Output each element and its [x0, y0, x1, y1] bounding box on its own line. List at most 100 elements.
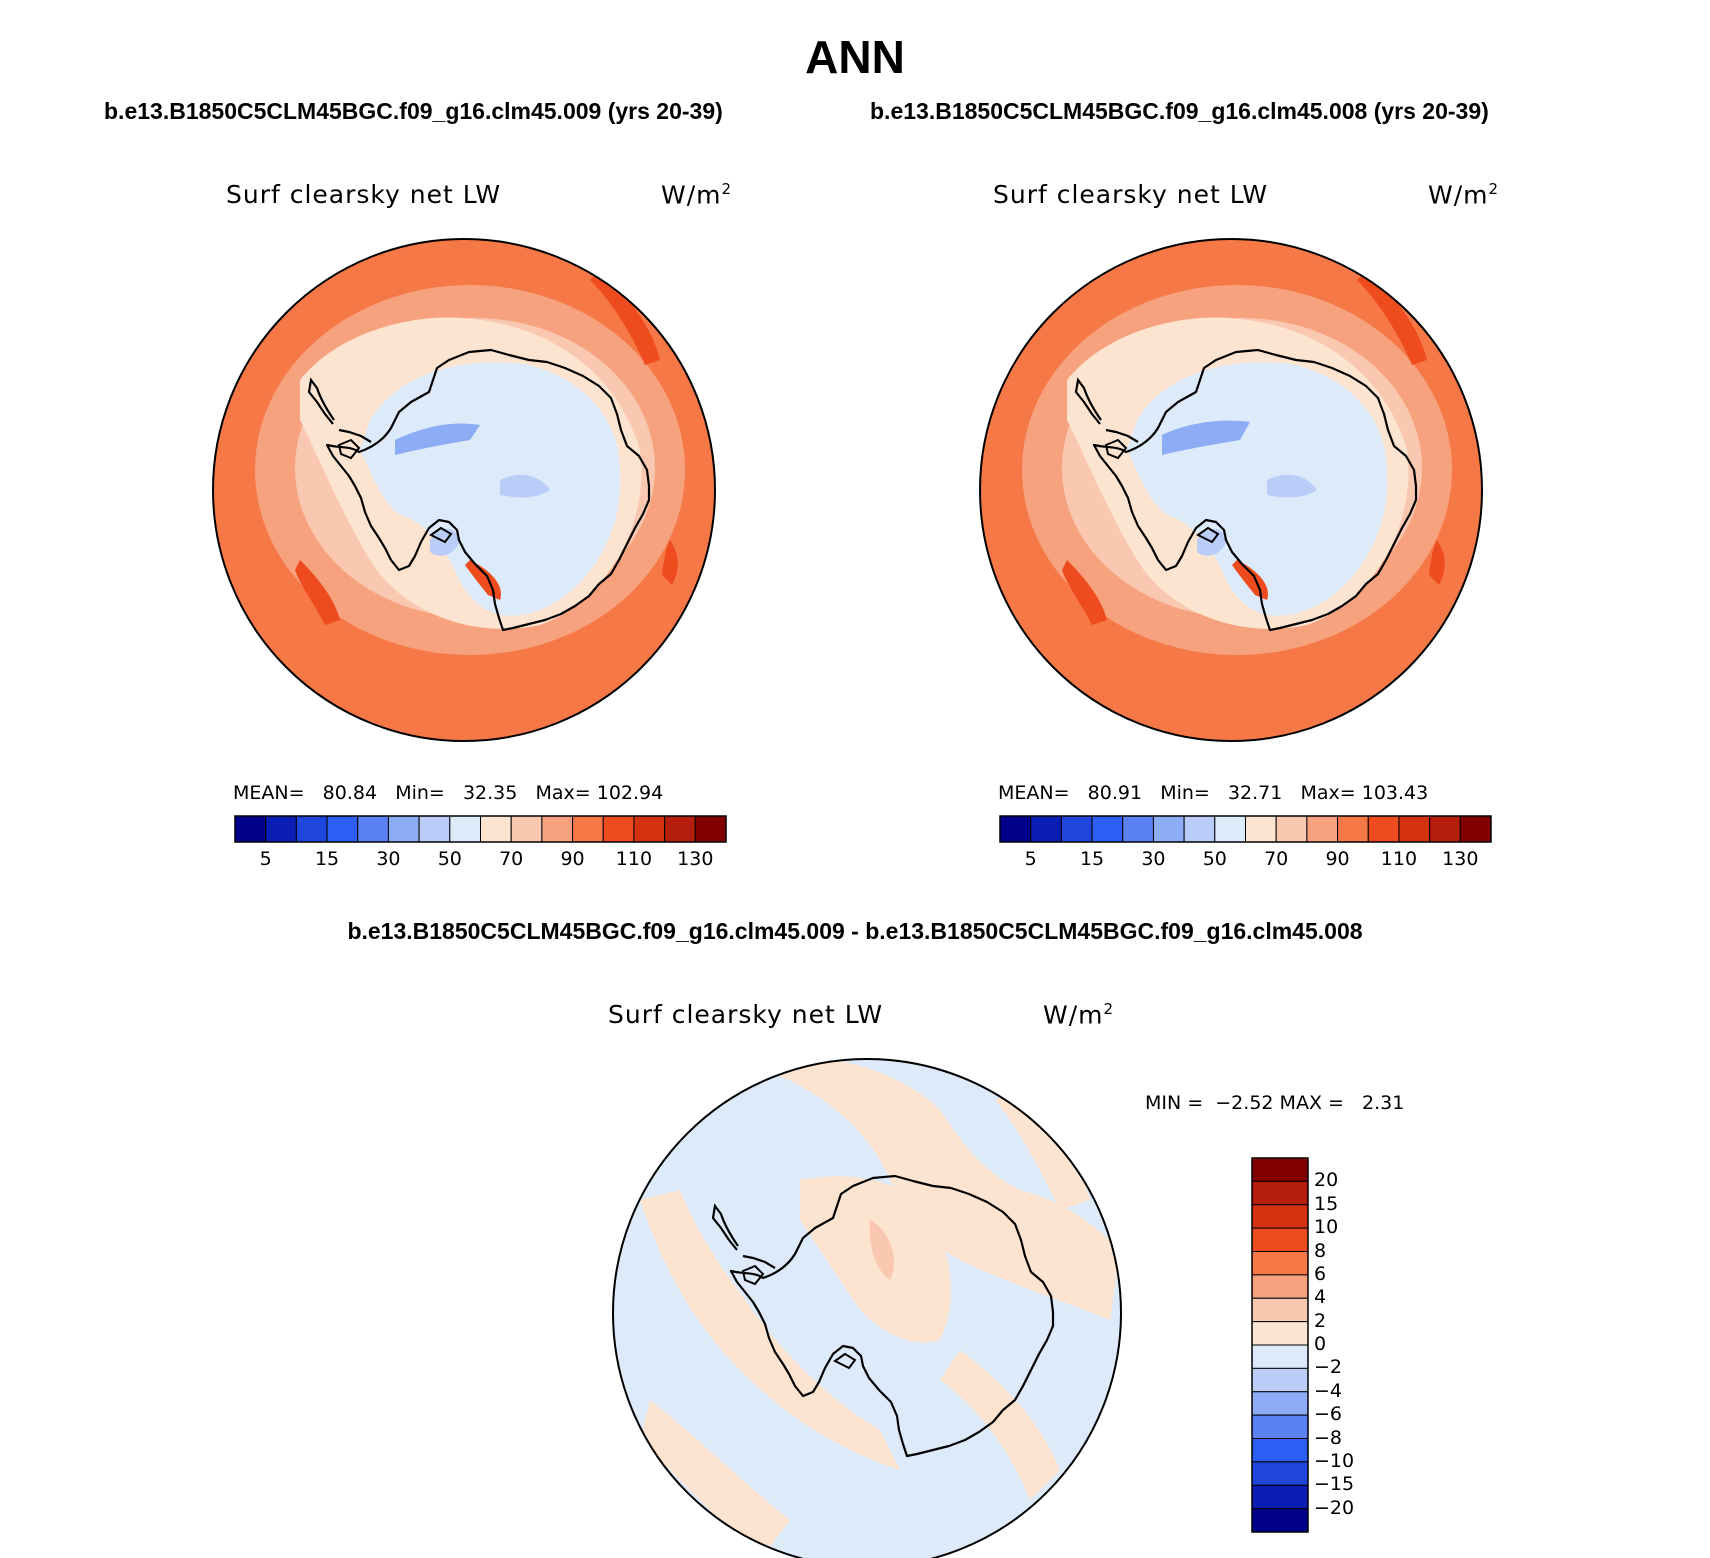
colorbar-swatch	[1251, 1508, 1309, 1533]
colorbar-b	[999, 815, 1492, 843]
colorbar-swatch	[1091, 815, 1124, 843]
colorbar-tick-label: 2	[1314, 1309, 1327, 1332]
colorbar-swatch	[1030, 815, 1062, 843]
case-a-title: b.e13.B1850C5CLM45BGC.f09_g16.clm45.009 …	[104, 98, 723, 124]
colorbar-swatch	[326, 815, 359, 843]
colorbar-swatch	[1122, 815, 1154, 843]
colorbar-swatch	[1398, 815, 1431, 843]
colorbar-swatch	[1251, 1461, 1309, 1486]
colorbar-tick-label: 5	[259, 848, 272, 870]
colorbar-swatch	[295, 815, 328, 843]
panel-b-units: W/m2	[1428, 180, 1500, 210]
colorbar-swatch	[694, 815, 727, 843]
colorbar-swatch	[1251, 1344, 1309, 1369]
colorbar-swatch	[480, 815, 512, 843]
colorbar-tick-label: −20	[1314, 1496, 1355, 1519]
colorbar-tick-label: 90	[1325, 848, 1350, 870]
colorbar-diff	[1251, 1157, 1309, 1533]
colorbar-tick-label: 15	[314, 848, 340, 870]
colorbar-swatch	[1367, 815, 1400, 843]
colorbar-tick-label: 15	[1079, 848, 1105, 870]
colorbar-tick-label: −4	[1314, 1379, 1343, 1402]
colorbar-tick-label: 10	[1314, 1216, 1339, 1239]
colorbar-swatch	[1251, 1321, 1309, 1346]
colorbar-swatch	[1429, 815, 1461, 843]
colorbar-tick-label: 5	[1024, 848, 1037, 870]
colorbar-swatch	[449, 815, 481, 843]
colorbar-swatch	[1214, 815, 1246, 843]
colorbar-tick-label: 130	[1442, 848, 1479, 870]
colorbar-tick-label: −10	[1314, 1449, 1355, 1472]
colorbar-tick-label: 30	[1141, 848, 1166, 870]
colorbar-swatch	[1251, 1180, 1309, 1206]
colorbar-swatch	[602, 815, 635, 843]
colorbar-tick-label: 70	[1264, 848, 1289, 870]
colorbar-tick-label: 50	[437, 848, 462, 870]
colorbar-tick-label: 50	[1202, 848, 1227, 870]
colorbar-tick-label: 70	[499, 848, 524, 870]
colorbar-swatch	[418, 815, 451, 843]
colorbar-tick-label: 15	[1314, 1192, 1339, 1215]
panel-a-map	[212, 238, 716, 742]
colorbar-a	[234, 815, 727, 843]
colorbar-frame	[234, 815, 727, 843]
colorbar-swatch	[572, 815, 604, 843]
colorbar-tick-label: 4	[1314, 1286, 1327, 1309]
colorbar-tick-label: 20	[1314, 1169, 1339, 1192]
colorbar-swatch	[1251, 1484, 1309, 1510]
colorbar-frame	[1251, 1157, 1309, 1533]
colorbar-swatch	[1251, 1297, 1309, 1323]
colorbar-swatch	[234, 815, 267, 843]
colorbar-swatch	[1183, 815, 1216, 843]
panel-a-variable: Surf clearsky net LW	[226, 180, 502, 209]
colorbar-tick-label: 130	[677, 848, 714, 870]
diff-title: b.e13.B1850C5CLM45BGC.f09_g16.clm45.009 …	[347, 918, 1363, 944]
colorbar-swatch	[1060, 815, 1093, 843]
colorbar-tick-label: 90	[560, 848, 585, 870]
colorbar-swatch	[1245, 815, 1277, 843]
colorbar-swatch	[1251, 1438, 1309, 1463]
panel-b-variable: Surf clearsky net LW	[993, 180, 1269, 209]
diff-map	[612, 1058, 1122, 1558]
colorbar-swatch	[1251, 1204, 1309, 1229]
colorbar-swatch	[999, 815, 1032, 843]
colorbar-tick-label: 110	[615, 848, 653, 870]
colorbar-swatch	[1251, 1251, 1309, 1276]
diff-variable: Surf clearsky net LW	[608, 1000, 884, 1029]
colorbar-swatch	[510, 815, 543, 843]
colorbar-tick-label: −15	[1314, 1473, 1355, 1496]
colorbar-swatch	[1251, 1274, 1309, 1299]
main-title: ANN	[805, 31, 905, 83]
colorbar-swatch	[1251, 1227, 1309, 1252]
colorbar-frame	[999, 815, 1492, 843]
case-b-title: b.e13.B1850C5CLM45BGC.f09_g16.clm45.008 …	[870, 98, 1489, 124]
colorbar-swatch	[541, 815, 574, 843]
panel-b-stats: MEAN= 80.91 Min= 32.71 Max= 103.43	[998, 782, 1429, 804]
colorbar-swatch	[1152, 815, 1185, 843]
diff-units: W/m2	[1043, 1000, 1115, 1030]
colorbar-tick-label: −8	[1314, 1426, 1343, 1449]
colorbar-swatch	[1251, 1391, 1309, 1416]
colorbar-swatch	[664, 815, 696, 843]
colorbar-swatch	[1251, 1157, 1309, 1182]
colorbar-swatch	[633, 815, 666, 843]
colorbar-swatch	[357, 815, 389, 843]
colorbar-swatch	[1459, 815, 1492, 843]
colorbar-swatch	[265, 815, 297, 843]
colorbar-tick-label: 110	[1380, 848, 1418, 870]
colorbar-swatch	[1251, 1367, 1309, 1393]
colorbar-tick-label: −2	[1314, 1356, 1343, 1379]
colorbar-swatch	[387, 815, 420, 843]
colorbar-tick-label: 0	[1314, 1333, 1327, 1355]
colorbar-swatch	[1275, 815, 1308, 843]
colorbar-tick-label: 6	[1314, 1262, 1327, 1285]
panel-b-map	[979, 238, 1483, 742]
diff-stats: MIN = −2.52 MAX = 2.31	[1145, 1092, 1405, 1114]
colorbar-swatch	[1251, 1414, 1309, 1439]
colorbar-swatch	[1306, 815, 1339, 843]
colorbar-tick-label: 8	[1314, 1239, 1327, 1262]
panel-a-stats: MEAN= 80.84 Min= 32.35 Max= 102.94	[233, 782, 664, 804]
panel-a-units: W/m2	[661, 180, 733, 210]
colorbar-swatch	[1337, 815, 1369, 843]
